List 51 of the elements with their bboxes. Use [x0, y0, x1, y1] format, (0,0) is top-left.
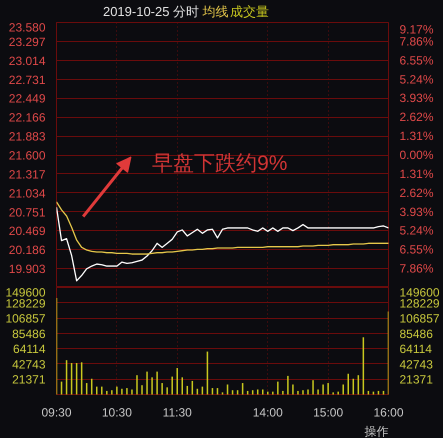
y2-tick-label: 85486 [400, 326, 434, 341]
x-tick-label: 09:30 [41, 406, 72, 420]
y-tick-label: 64114 [13, 342, 46, 356]
x-tick-label: 11:30 [162, 406, 192, 420]
y-tick-label: 22.449 [8, 92, 46, 106]
line-series [56, 206, 388, 282]
y-tick-label: 85486 [12, 326, 46, 341]
y-tick-label: 106857 [5, 312, 46, 326]
y2-tick-label: 3.93% [400, 91, 434, 106]
x-tick-label: 16:00 [373, 406, 404, 420]
y-tick-label: 21371 [12, 372, 46, 387]
y2-tick-label: 0.00% [400, 148, 434, 162]
text: 均线 [201, 4, 228, 19]
y2-tick-label: 1.31% [400, 129, 434, 144]
y-tick-label: 22.731 [8, 72, 46, 87]
y-tick-label: 21.600 [8, 148, 46, 162]
text: 成交量 [230, 4, 270, 19]
chart-title: 2019-10-25 分时 [102, 4, 200, 19]
annotation: 早盘下跌约9% [152, 152, 288, 176]
y2-tick-label: 64114 [400, 342, 432, 356]
y2-tick-label: 7.86% [400, 34, 434, 48]
y2-tick-label: 1.31% [400, 166, 434, 181]
line-series [56, 201, 388, 255]
y2-tick-label: 3.93% [400, 204, 434, 219]
y2-tick-label: 6.55% [400, 242, 434, 257]
y-tick-label: 42743 [12, 357, 46, 372]
y2-tick-label: 5.24% [400, 224, 434, 238]
y2-tick-label: 5.24% [400, 72, 434, 86]
y-tick-label: 20.186 [8, 243, 46, 258]
y-tick-label: 22.166 [8, 110, 46, 125]
y2-tick-label: 106857 [400, 312, 440, 326]
y-tick-label: 21.883 [8, 130, 46, 144]
y2-tick-label: 2.62% [400, 186, 434, 200]
y2-tick-label: 7.86% [400, 262, 434, 276]
y2-tick-label: 42743 [400, 357, 434, 372]
y-tick-label: 21.317 [8, 167, 46, 182]
y-tick-label: 23.580 [8, 20, 46, 34]
y-tick-label: 23.014 [8, 54, 46, 68]
y2-tick-label: 9.17% [400, 22, 434, 36]
x-tick-label: 10:30 [102, 406, 132, 420]
x-tick-label: 15:00 [313, 406, 344, 420]
y2-tick-label: 21371 [400, 372, 434, 387]
y-tick-label: 23.297 [8, 34, 46, 49]
y-tick-label: 20.469 [8, 224, 46, 238]
text: 操作 [364, 424, 388, 438]
y-tick-label: 21.034 [8, 186, 46, 200]
y-tick-label: 20.751 [8, 205, 46, 220]
x-tick-label: 14:00 [252, 406, 284, 420]
y2-tick-label: 2.62% [400, 110, 434, 124]
y-tick-label: 19.903 [8, 262, 46, 276]
y2-tick-label: 6.55% [400, 53, 434, 68]
